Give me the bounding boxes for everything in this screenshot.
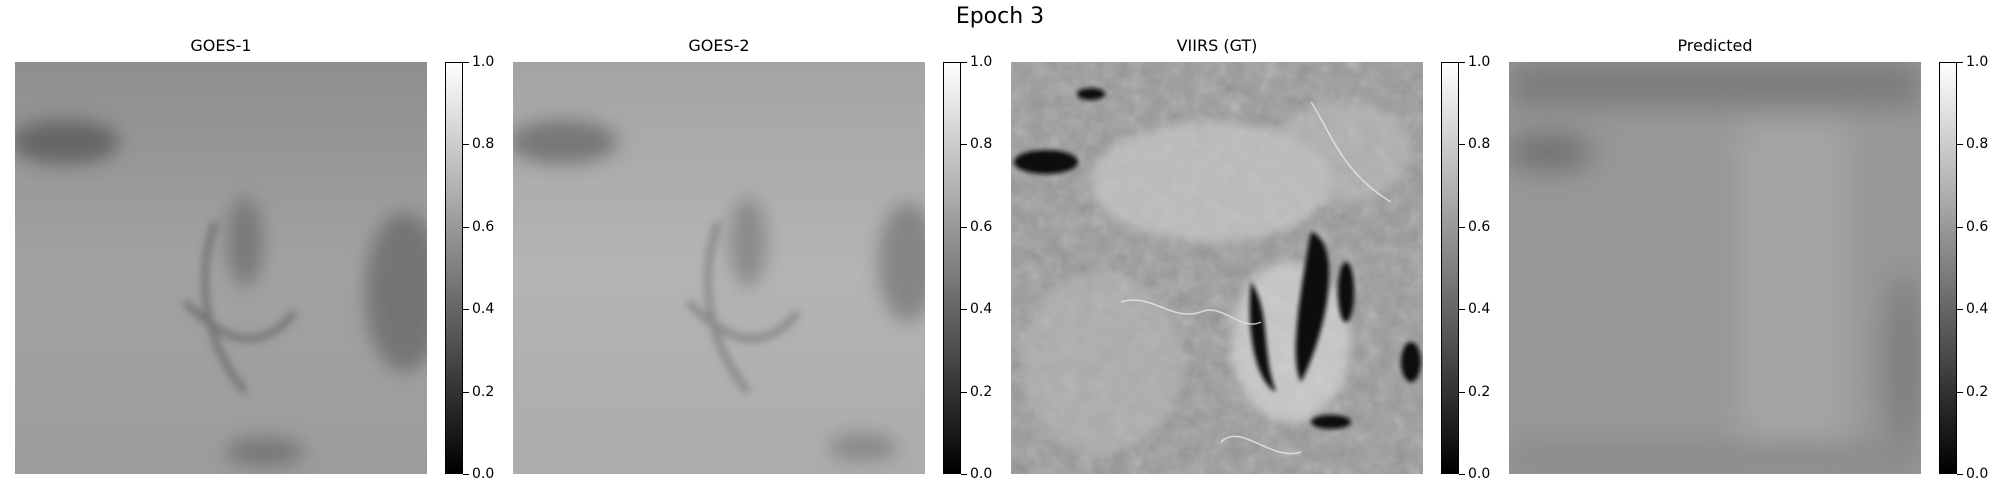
colorbar-tick-label: 1.0 [472,54,495,70]
colorbar-tick-label: 0.8 [1468,136,1491,152]
viirs-gt-colorbar [1441,62,1459,474]
colorbar-tick-label: 0.2 [1966,384,1989,400]
colorbar-tick [463,62,469,63]
colorbar-tick-label: 0.0 [970,466,993,482]
colorbar-tick [1459,392,1465,393]
colorbar-tick-label: 0.6 [1468,219,1491,235]
colorbar-tick [1957,144,1963,145]
colorbar-tick-label: 0.6 [472,219,495,235]
panel-title-goes-2: GOES-2 [688,36,750,55]
panel-title-goes-1: GOES-1 [190,36,252,55]
colorbar-tick [1957,392,1963,393]
colorbar-tick [961,309,967,310]
predicted-colorbar [1939,62,1957,474]
colorbar-tick-label: 0.6 [970,219,993,235]
colorbar-tick [463,392,469,393]
colorbar-tick [1459,62,1465,63]
colorbar-tick [1459,474,1465,475]
colorbar-tick [1957,227,1963,228]
colorbar-tick [1957,474,1963,475]
colorbar-tick [463,309,469,310]
colorbar-tick-label: 0.4 [1966,301,1989,317]
colorbar-tick-label: 1.0 [970,54,993,70]
colorbar-tick [1459,309,1465,310]
colorbar-tick [961,227,967,228]
goes-2-image [513,62,925,474]
colorbar-tick [961,392,967,393]
predicted-image [1509,62,1921,474]
colorbar-tick-label: 0.0 [472,466,495,482]
colorbar-tick [463,474,469,475]
colorbar-tick-label: 1.0 [1468,54,1491,70]
panel-title-predicted: Predicted [1677,36,1753,55]
goes-1-image [15,62,427,474]
colorbar-tick [961,62,967,63]
viirs-gt-image [1011,62,1423,474]
colorbar-tick [1459,227,1465,228]
colorbar-tick-label: 0.8 [1966,136,1989,152]
colorbar-tick-label: 1.0 [1966,54,1989,70]
colorbar-tick [961,144,967,145]
colorbar-tick-label: 0.2 [472,384,495,400]
panel-title-viirs-gt: VIIRS (GT) [1176,36,1258,55]
colorbar-tick-label: 0.2 [970,384,993,400]
colorbar-tick [1957,62,1963,63]
goes-2-colorbar [943,62,961,474]
colorbar-tick-label: 0.6 [1966,219,1989,235]
colorbar-tick [961,474,967,475]
colorbar-tick-label: 0.0 [1966,466,1989,482]
goes-1-colorbar [445,62,463,474]
colorbar-tick [1957,309,1963,310]
colorbar-tick-label: 0.2 [1468,384,1491,400]
figure-title: Epoch 3 [955,4,1045,29]
colorbar-tick-label: 0.8 [970,136,993,152]
colorbar-tick-label: 0.4 [1468,301,1491,317]
colorbar-tick-label: 0.0 [1468,466,1491,482]
colorbar-tick [1459,144,1465,145]
colorbar-tick [463,227,469,228]
colorbar-tick-label: 0.8 [472,136,495,152]
colorbar-tick-label: 0.4 [970,301,993,317]
colorbar-tick-label: 0.4 [472,301,495,317]
colorbar-tick [463,144,469,145]
